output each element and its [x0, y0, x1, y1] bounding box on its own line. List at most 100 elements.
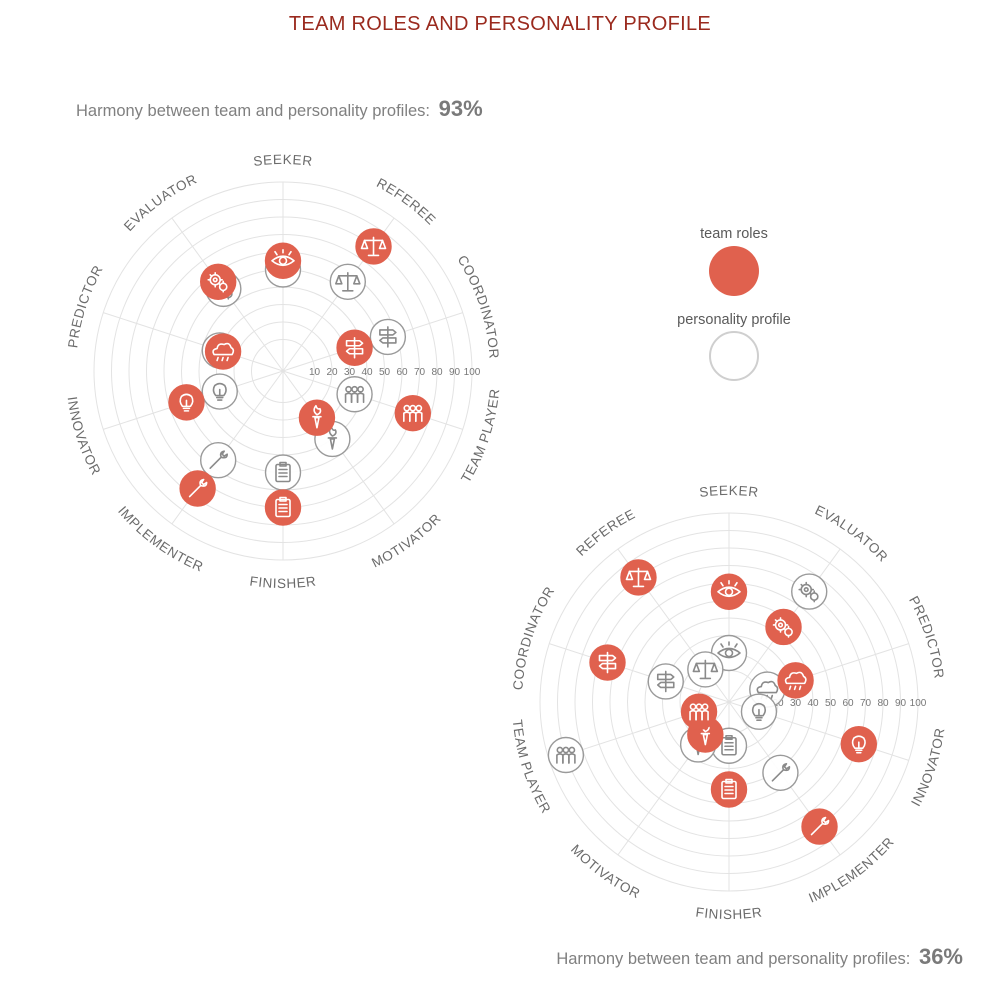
- radial-tick-label: 100: [464, 367, 481, 378]
- personality-marker-referee[interactable]: [329, 263, 367, 301]
- cloud-icon: [212, 342, 235, 362]
- radial-tick-label: 20: [326, 367, 338, 378]
- team-role-marker-implementer[interactable]: [179, 470, 216, 507]
- personality-marker-implementer[interactable]: [762, 754, 799, 791]
- axis-label-implementer: IMPLEMENTER: [806, 834, 897, 905]
- team-role-marker-referee[interactable]: [620, 559, 657, 596]
- team-role-marker-motivator[interactable]: [298, 399, 336, 436]
- personality-marker-evaluator[interactable]: [791, 573, 828, 610]
- team-role-marker-seeker[interactable]: [710, 573, 748, 610]
- harmony-label-1: Harmony between team and personality pro…: [76, 102, 431, 120]
- radial-tick-label: 80: [877, 698, 889, 709]
- radial-tick-label: 30: [344, 367, 356, 378]
- cloud-icon: [784, 671, 807, 691]
- harmony-label-2: Harmony between team and personality pro…: [556, 950, 911, 968]
- harmony-summary-1: Harmony between team and personality pro…: [76, 96, 483, 122]
- team-role-marker-innovator[interactable]: [168, 384, 205, 421]
- wrench-icon: [810, 816, 830, 836]
- eye-icon: [271, 248, 295, 267]
- team-role-marker-evaluator[interactable]: [199, 263, 237, 301]
- team-role-marker-seeker[interactable]: [264, 242, 302, 279]
- radial-tick-label: 90: [895, 698, 907, 709]
- radial-tick-label: 60: [842, 698, 854, 709]
- team-role-marker-implementer[interactable]: [801, 808, 838, 845]
- gears-icon: [207, 272, 228, 293]
- team-role-marker-team-player[interactable]: [680, 693, 718, 730]
- harmony-summary-2: Harmony between team and personality pro…: [556, 944, 963, 970]
- wrench-icon: [209, 450, 228, 469]
- signpost-icon: [656, 670, 675, 693]
- radial-tick-label: 10: [309, 367, 321, 378]
- legend-personality-label: personality profile: [677, 312, 791, 328]
- signpost-icon: [379, 326, 397, 348]
- axis-label-seeker: SEEKER: [698, 483, 759, 500]
- personality-marker-implementer[interactable]: [199, 441, 237, 479]
- radial-tick-label: 70: [860, 698, 872, 709]
- legend-team-roles-label: team roles: [700, 226, 768, 242]
- bulb-icon: [851, 735, 866, 754]
- grid-spoke: [549, 643, 730, 703]
- team-role-marker-innovator[interactable]: [840, 725, 878, 763]
- personality-marker-innovator[interactable]: [201, 373, 238, 410]
- personality-marker-team-player[interactable]: [547, 736, 585, 774]
- radial-tick-label: 50: [825, 698, 837, 709]
- personality-marker-innovator[interactable]: [740, 693, 778, 730]
- personality-marker-referee[interactable]: [687, 651, 724, 688]
- team-role-marker-coordinator[interactable]: [336, 329, 373, 366]
- radial-tick-label: 60: [396, 367, 408, 378]
- scales-icon: [360, 236, 387, 257]
- wrench-icon: [188, 478, 208, 498]
- scales-icon: [692, 659, 719, 680]
- team-role-marker-predictor[interactable]: [777, 662, 814, 699]
- axis-label-finisher: FINISHER: [249, 574, 317, 592]
- gears-icon: [772, 617, 793, 638]
- team-role-marker-finisher[interactable]: [264, 489, 302, 526]
- team-icon: [689, 703, 709, 721]
- scales-icon: [335, 272, 361, 292]
- legend-personality-swatch: [709, 331, 759, 381]
- clipboard-icon: [721, 778, 737, 800]
- personality-marker-coordinator[interactable]: [647, 663, 684, 700]
- clipboard-icon: [275, 461, 291, 483]
- bulb-icon: [179, 393, 194, 412]
- radial-tick-label: 50: [379, 367, 391, 378]
- clipboard-icon: [275, 496, 291, 518]
- team-role-marker-finisher[interactable]: [710, 771, 748, 808]
- scales-icon: [625, 567, 652, 588]
- eye-icon: [717, 641, 741, 659]
- personality-marker-coordinator[interactable]: [369, 318, 407, 356]
- grid-spoke: [103, 312, 284, 372]
- signpost-icon: [345, 336, 364, 359]
- clipboard-icon: [721, 734, 737, 756]
- wrench-icon: [771, 762, 791, 782]
- team-icon: [344, 385, 365, 404]
- radial-tick-label: 30: [790, 698, 802, 709]
- legend-team-roles-swatch: [709, 246, 759, 296]
- harmony-value-1: 93%: [438, 96, 483, 121]
- axis-label-evaluator: EVALUATOR: [813, 502, 891, 565]
- harmony-value-2: 36%: [918, 944, 963, 969]
- radial-tick-label: 90: [449, 367, 461, 378]
- axis-label-finisher: FINISHER: [695, 905, 763, 923]
- personality-marker-team-player[interactable]: [336, 376, 373, 413]
- team-role-marker-evaluator[interactable]: [765, 608, 802, 646]
- team-role-marker-predictor[interactable]: [204, 333, 242, 370]
- gears-icon: [798, 581, 819, 603]
- axis-label-motivator: MOTIVATOR: [568, 842, 643, 902]
- bulb-icon: [212, 382, 227, 401]
- bulb-icon: [751, 702, 767, 722]
- team-role-marker-coordinator[interactable]: [589, 644, 626, 681]
- radial-tick-label: 70: [414, 367, 426, 378]
- torch-icon: [327, 426, 338, 450]
- team-icon: [556, 746, 576, 764]
- signpost-icon: [598, 651, 617, 674]
- radial-tick-label: 80: [431, 367, 443, 378]
- torch-icon: [312, 404, 322, 429]
- radial-tick-label: 100: [910, 698, 927, 709]
- team-role-marker-team-player[interactable]: [394, 394, 432, 432]
- grid-spoke: [282, 370, 463, 430]
- team-role-marker-referee[interactable]: [355, 228, 392, 265]
- radial-tick-label: 40: [361, 367, 373, 378]
